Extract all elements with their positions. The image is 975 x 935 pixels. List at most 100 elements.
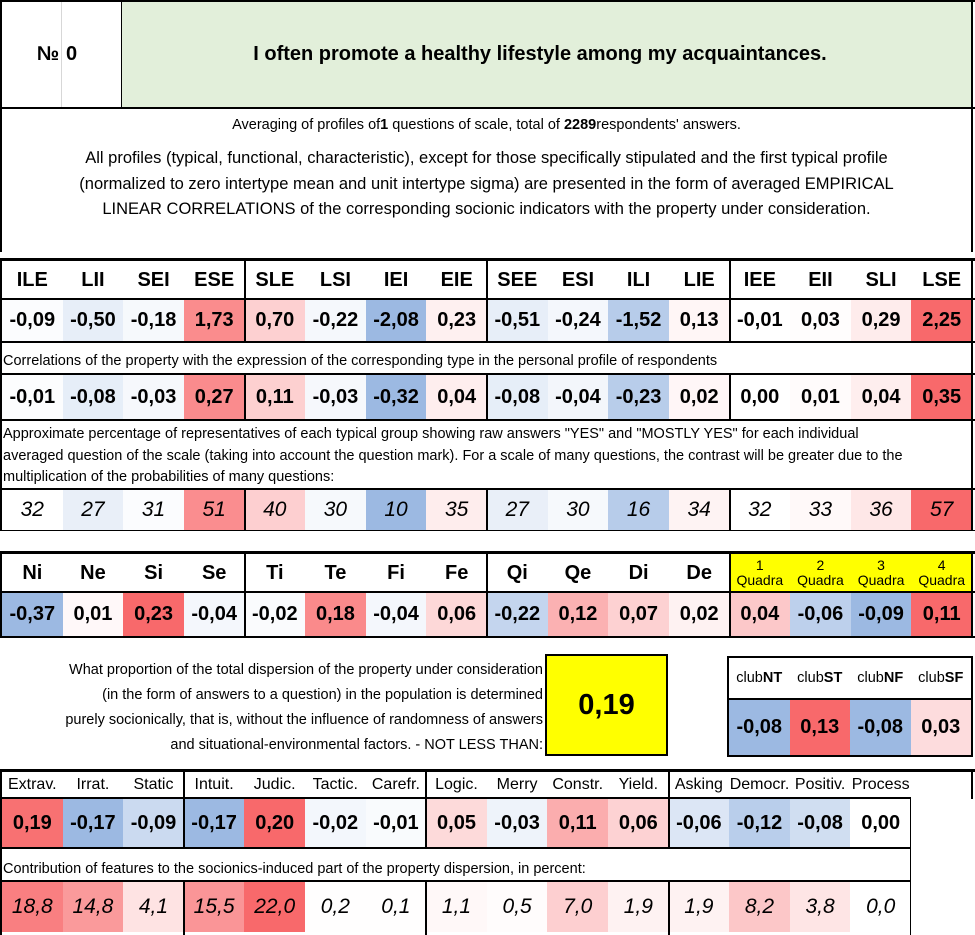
feat-mid-border xyxy=(0,797,911,799)
feature-label: Tactic. xyxy=(312,776,358,793)
feature-label: Yield. xyxy=(618,776,659,793)
question-title: I often promote a healthy lifestyle amon… xyxy=(253,43,827,65)
feature-value: 0,19 xyxy=(2,799,63,847)
type-percentage-value: 35 xyxy=(426,490,487,530)
type-label: LSI xyxy=(319,268,351,291)
feature-value: -0,17 xyxy=(183,799,245,847)
feature-value: -0,08 xyxy=(789,799,851,847)
feat-right-border xyxy=(910,797,911,935)
type-profile-value: -2,08 xyxy=(365,300,427,341)
feature-label: Asking xyxy=(674,776,723,793)
questions-count: 1 xyxy=(380,117,389,133)
func-right-border xyxy=(971,551,973,638)
dispersion-line-4: and situational-environmental factors. -… xyxy=(170,737,543,753)
contrib-group-divider xyxy=(425,880,428,935)
summary-pre: Averaging of profiles of xyxy=(232,117,381,133)
feature-value: 0,00 xyxy=(850,799,911,847)
club-label: club ST xyxy=(790,658,851,698)
quadra-word: Quadra xyxy=(797,572,844,588)
type-profile-value: 0,03 xyxy=(790,300,851,341)
type-correlation-value: -0,03 xyxy=(123,375,184,419)
club-bottom-border xyxy=(727,755,973,757)
type-label: LIE xyxy=(683,268,715,291)
feature-value: -0,03 xyxy=(486,799,548,847)
title-right-border xyxy=(971,0,973,252)
dispersion-text: What proportion of the total dispersion … xyxy=(2,658,543,758)
function-value: -0,37 xyxy=(2,592,63,636)
quadra-label: 3 Quadra xyxy=(850,554,912,592)
quadra-label: 1 Quadra xyxy=(729,554,791,592)
function-label: Qi xyxy=(506,561,528,584)
types-group-divider xyxy=(243,258,246,343)
type-correlation-value: -0,03 xyxy=(305,375,366,419)
type-label: SEI xyxy=(137,268,170,291)
type-correlation-value: -0,01 xyxy=(2,375,63,419)
type-percentage-value: 27 xyxy=(487,490,548,530)
title-top-border xyxy=(0,0,975,2)
type-profile-value: -0,18 xyxy=(123,300,184,341)
title-divider-2 xyxy=(121,2,122,107)
contrib-group-divider xyxy=(667,880,670,935)
types-group-divider xyxy=(728,258,731,343)
feature-contribution: 15,5 xyxy=(183,882,245,932)
function-value: -0,04 xyxy=(365,592,427,636)
club-value: 0,13 xyxy=(789,700,850,755)
feature-value: 0,06 xyxy=(608,799,669,847)
type-label: SEE xyxy=(497,268,538,291)
function-label: Ne xyxy=(80,561,106,584)
club-code: NT xyxy=(762,670,783,686)
club-code: ST xyxy=(823,670,843,686)
function-value: 0,07 xyxy=(608,592,669,636)
club-prefix: club xyxy=(736,670,763,686)
type-percentage-value: 33 xyxy=(790,490,851,530)
function-label: Te xyxy=(324,561,347,584)
respondents-count: 2289 xyxy=(563,117,597,133)
type-label: IEI xyxy=(383,268,409,291)
feature-contribution: 1,9 xyxy=(668,882,730,932)
feature-contribution: 0,1 xyxy=(365,882,427,932)
title-bg xyxy=(122,2,972,108)
type-profile-value: 0,70 xyxy=(244,300,306,341)
club-prefix: club xyxy=(797,670,824,686)
function-value: -0,02 xyxy=(244,592,306,636)
club-right-border xyxy=(971,656,973,757)
function-label: Se xyxy=(201,561,227,584)
feature-label: Democr. xyxy=(729,776,790,793)
feature-label: Static xyxy=(133,776,174,793)
correlation-note: Correlations of the property with the ex… xyxy=(3,353,718,369)
corr-group-divider xyxy=(728,373,731,421)
club-top-border xyxy=(727,656,973,658)
type-percentage-value: 30 xyxy=(305,490,366,530)
dispersion-line-2: (in the form of answers to a question) i… xyxy=(102,687,543,703)
function-label: Ni xyxy=(22,561,43,584)
feat-group-divider xyxy=(182,769,185,849)
contrib-top-border xyxy=(0,880,911,882)
type-percentage-value: 32 xyxy=(2,490,63,530)
type-profile-value: -0,09 xyxy=(2,300,63,341)
type-correlation-value: -0,08 xyxy=(62,375,124,419)
type-profile-value: -0,01 xyxy=(729,300,791,341)
type-profile-value: -0,22 xyxy=(305,300,366,341)
type-label: EIE xyxy=(440,268,473,291)
summary-post: respondents' answers. xyxy=(596,117,741,133)
pct-group-divider xyxy=(243,488,246,530)
description: All profiles (typical, functional, chara… xyxy=(2,146,971,223)
type-correlation-value: -0,32 xyxy=(365,375,427,419)
type-percentage-value: 10 xyxy=(365,490,427,530)
feature-contribution: 4,1 xyxy=(123,882,184,932)
feature-contribution: 18,8 xyxy=(2,882,63,932)
type-label: ESE xyxy=(194,268,235,291)
number-label: № xyxy=(36,43,59,65)
club-label: club SF xyxy=(911,658,972,698)
feature-contribution: 22,0 xyxy=(244,882,305,932)
function-value: 0,02 xyxy=(668,592,730,636)
type-correlation-value: 0,04 xyxy=(426,375,487,419)
feature-label: Constr. xyxy=(552,776,604,793)
function-label: Di xyxy=(628,561,649,584)
club-prefix: club xyxy=(918,670,945,686)
feature-label: Extrav. xyxy=(7,776,57,793)
feature-value: -0,12 xyxy=(729,799,790,847)
feat-outer-right xyxy=(971,769,973,799)
type-label: LII xyxy=(81,268,105,291)
pct-group-divider xyxy=(728,488,731,530)
